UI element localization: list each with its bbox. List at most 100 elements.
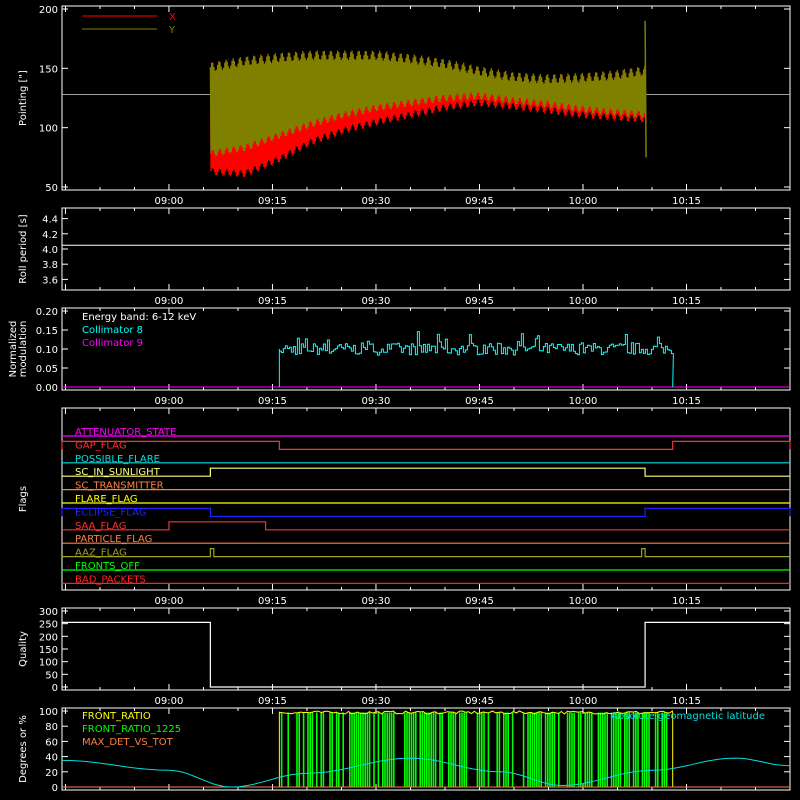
y-tick-label: 50	[45, 183, 58, 194]
y-tick-label: 100	[39, 124, 58, 135]
y-tick-label: 60	[45, 737, 58, 748]
y-axis-label: Normalized	[8, 321, 19, 378]
x-tick-label: 09:00	[155, 696, 184, 707]
flag-label: ECLIPSE_FLAG	[75, 507, 146, 518]
y-tick-label: 200	[39, 5, 58, 16]
flag-label: FRONTS_OFF	[75, 561, 140, 572]
panel-frame	[61, 5, 791, 191]
y-tick-label: 4.4	[42, 215, 58, 226]
x-tick-label: 10:15	[672, 596, 701, 607]
x-tick-label: 09:15	[258, 396, 287, 407]
panel-5: 09:00 09:15 09:30 09:45 10:00 10:15 Quality 0 50…	[18, 607, 791, 707]
y-tick-label: 250	[39, 620, 58, 631]
panel-frame	[61, 707, 791, 791]
y-axis-label: modulation	[18, 321, 29, 378]
legend-entry: Y	[168, 25, 176, 36]
y-tick-label: 150	[39, 645, 58, 656]
y-tick-label: 300	[39, 607, 58, 618]
flag-line	[61, 440, 791, 450]
x-tick-label: 09:30	[362, 196, 391, 207]
x-tick-label: 09:00	[155, 396, 184, 407]
legend-entry: Collimator 9	[82, 338, 143, 349]
x-tick-label: 09:30	[362, 296, 391, 307]
flag-label: GAP_FLAG	[75, 440, 127, 451]
x-tick-label: 09:45	[465, 696, 494, 707]
x-tick-label: 10:15	[672, 396, 701, 407]
panel-4: 09:00 09:15 09:30 09:45 10:00 10:15 Flags ATTEN…	[18, 407, 791, 607]
flag-label: PARTICLE_FLAG	[75, 534, 152, 545]
x-tick-label: 09:45	[465, 296, 494, 307]
energy-band-annotation: Energy band: 6-12 keV	[82, 312, 196, 323]
y-axis-label: Degrees or %	[18, 715, 29, 783]
x-tick-label: 10:00	[569, 696, 598, 707]
y-tick-label: 0.20	[36, 307, 58, 318]
x-tick-label: 10:00	[569, 196, 598, 207]
flag-label: ATTENUATOR_STATE	[75, 427, 176, 438]
legend-entry: Collimator 8	[82, 325, 143, 336]
y-tick-label: 3.6	[42, 275, 58, 286]
panel-1: 09:00 09:15 09:30 09:45 10:00 10:15 Pointing […	[18, 5, 791, 207]
x-tick-label: 09:30	[362, 596, 391, 607]
panel-frame	[61, 407, 791, 591]
x-tick-label: 10:15	[672, 696, 701, 707]
x-tick-label: 09:30	[362, 396, 391, 407]
x-tick-label: 09:45	[465, 596, 494, 607]
y-tick-label: 4.0	[42, 245, 58, 256]
y-tick-label: 150	[39, 64, 58, 75]
y-tick-label: 100	[39, 658, 58, 669]
flag-label: SAA_FLAG	[75, 521, 126, 532]
flag-line	[62, 467, 790, 477]
y-axis-label: Roll period [s]	[18, 214, 29, 283]
flag-label: AAZ_FLAG	[75, 548, 127, 559]
legend-entry: FRONT_RATIO	[82, 711, 151, 722]
y-tick-label: 80	[45, 722, 58, 733]
y-tick-label: 4.2	[42, 230, 58, 241]
y-axis-label: Pointing ["]	[18, 70, 29, 126]
x-tick-label: 09:00	[155, 296, 184, 307]
collimator-8-line	[278, 331, 674, 388]
x-tick-label: 09:45	[465, 396, 494, 407]
legend-entry: MAX_DET_VS_TOT	[82, 737, 174, 748]
x-tick-label: 09:15	[258, 696, 287, 707]
y-tick-label: 3.8	[42, 260, 58, 271]
front-ratio-line	[278, 710, 674, 787]
y-tick-label: 0.15	[36, 326, 58, 337]
flag-label: FLARE_FLAG	[75, 494, 138, 505]
flag-label: POSSIBLE_FLARE	[75, 454, 160, 465]
x-tick-label: 09:15	[258, 596, 287, 607]
x-tick-label: 10:00	[569, 296, 598, 307]
flag-line	[62, 547, 790, 558]
panel-2: 09:00 09:15 09:30 09:45 10:00 10:15 Roll perio…	[18, 207, 791, 307]
y-tick-label: 40	[45, 753, 58, 764]
x-tick-label: 10:00	[569, 596, 598, 607]
flag-label: SC_IN_SUNLIGHT	[75, 467, 161, 478]
latitude-annotation: Absolute geomagnetic latitude	[611, 711, 765, 722]
y-tick-label: 0	[52, 683, 58, 694]
y-tick-label: 200	[39, 632, 58, 643]
y-tick-label: 0.10	[36, 345, 58, 356]
x-tick-label: 09:00	[155, 196, 184, 207]
panel-3: 09:00 09:15 09:30 09:45 10:00 10:15 Normalized…	[8, 307, 791, 407]
series-y-spike	[644, 20, 647, 158]
x-tick-label: 10:15	[672, 296, 701, 307]
legend-entry: X	[169, 12, 176, 23]
geomagnetic-latitude-line	[61, 757, 791, 788]
quality-line	[62, 621, 790, 688]
x-tick-label: 10:15	[672, 196, 701, 207]
y-tick-label: 0.05	[36, 364, 58, 375]
y-tick-label: 20	[45, 768, 58, 779]
x-tick-label: 09:45	[465, 196, 494, 207]
y-tick-label: 0.00	[36, 383, 58, 394]
y-tick-label: 0	[52, 783, 58, 794]
legend-entry: FRONT_RATIO_1225	[82, 724, 181, 735]
flag-line	[61, 507, 791, 518]
y-tick-label: 50	[45, 670, 58, 681]
series-y-line	[209, 50, 646, 157]
panel-6: Degrees or % 0 20 40 60 80 100 Absolute geomagn…	[18, 707, 791, 794]
flag-line	[62, 521, 790, 531]
x-tick-label: 09:00	[155, 596, 184, 607]
y-axis-label: Quality	[18, 631, 29, 667]
x-tick-label: 09:30	[362, 696, 391, 707]
x-tick-label: 10:00	[569, 396, 598, 407]
